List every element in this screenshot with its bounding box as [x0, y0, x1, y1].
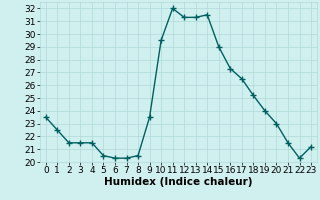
X-axis label: Humidex (Indice chaleur): Humidex (Indice chaleur): [104, 177, 253, 187]
